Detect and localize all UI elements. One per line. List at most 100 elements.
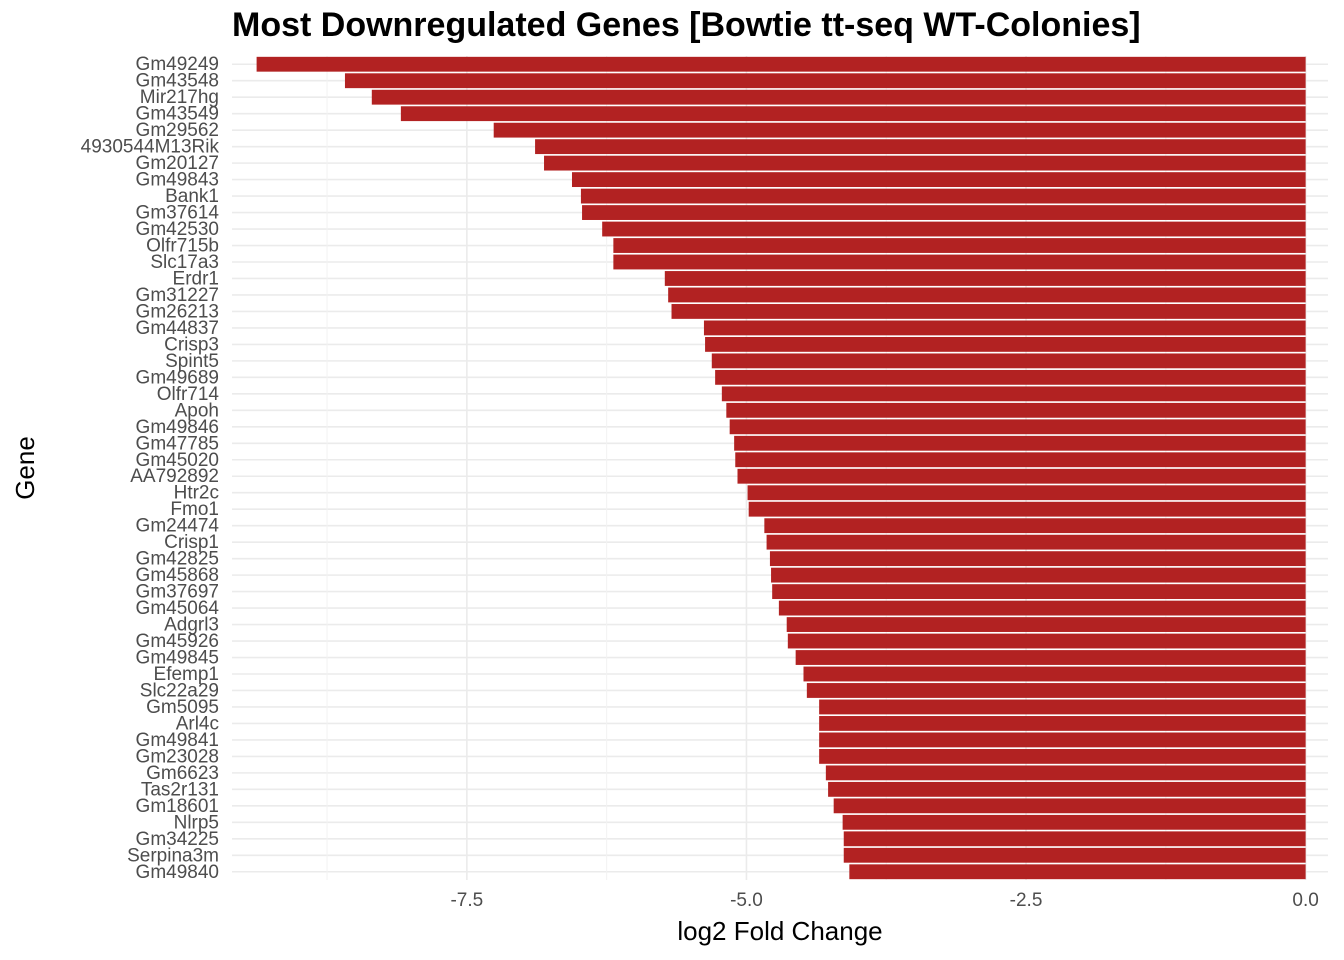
y-tick-label: Gm20127 [136, 153, 219, 174]
bar [711, 353, 1306, 369]
y-tick-label: Olfr714 [157, 384, 220, 405]
y-tick-label: Gm5095 [146, 697, 219, 718]
bar [766, 534, 1306, 550]
bar [828, 781, 1306, 797]
bar [668, 287, 1306, 303]
bar [769, 551, 1306, 567]
bar [819, 732, 1306, 748]
x-tick-label: -5.0 [730, 890, 763, 911]
bar [613, 238, 1306, 253]
bar [602, 221, 1306, 237]
y-tick-label: Gm45926 [136, 631, 219, 652]
y-tick-label: Tas2r131 [141, 779, 219, 800]
y-tick-label: Fmo1 [170, 499, 219, 520]
y-axis-title: Gene [10, 436, 40, 500]
y-tick-label: Bank1 [165, 186, 219, 207]
y-tick-label: Gm49845 [136, 648, 219, 669]
y-tick-label: Serpina3m [127, 845, 219, 866]
x-tick-label: -2.5 [1010, 890, 1043, 911]
bar [849, 864, 1306, 880]
y-tick-label: Gm42530 [136, 219, 219, 240]
bar [344, 73, 1306, 89]
bar [787, 633, 1306, 649]
bar [256, 56, 1306, 72]
y-tick-label: Slc17a3 [150, 252, 219, 273]
x-tick-label: 0.0 [1292, 890, 1318, 911]
y-tick-label: Gm29562 [136, 120, 219, 141]
y-tick-label: Gm49840 [136, 862, 219, 883]
bar [671, 304, 1306, 319]
bar [843, 847, 1306, 863]
y-tick-label: Gm45064 [136, 598, 220, 619]
bar [771, 567, 1306, 583]
bar [772, 584, 1306, 600]
x-axis-title: log2 Fold Change [677, 916, 882, 946]
y-tick-label: Gm44837 [136, 318, 219, 339]
bar [664, 271, 1306, 286]
bar [795, 650, 1306, 665]
bar [571, 172, 1306, 188]
y-tick-label: Crisp1 [164, 532, 219, 553]
y-tick-label: Adgrl3 [164, 615, 219, 636]
y-tick-label: Spint5 [165, 351, 219, 372]
y-tick-label: Gm45020 [136, 450, 219, 471]
x-tick-layer: -7.5 -5.0 -2.5 0.0 [450, 890, 1318, 911]
bar [703, 320, 1306, 336]
bar [748, 501, 1306, 517]
bar [371, 89, 1306, 105]
bar [582, 205, 1306, 220]
y-tick-label: Gm47785 [136, 433, 219, 454]
chart-title: Most Downregulated Genes [Bowtie tt-seq … [232, 6, 1141, 44]
bar [747, 485, 1306, 501]
bar [493, 122, 1306, 138]
y-tick-label: Gm49841 [136, 730, 219, 751]
y-tick-label: Gm23028 [136, 746, 219, 767]
bar [819, 716, 1306, 731]
y-tick-label: Gm42825 [136, 549, 219, 570]
y-tick-label: Gm49249 [136, 54, 219, 75]
bar [786, 617, 1306, 632]
bar [806, 683, 1306, 698]
y-tick-label: Gm24474 [136, 516, 220, 537]
bar [400, 106, 1306, 122]
bar [715, 369, 1306, 385]
y-tick-label: Gm37614 [136, 203, 220, 224]
bar [778, 600, 1306, 616]
y-tick-label: Apoh [175, 400, 219, 421]
y-tick-label: 4930544M13Rik [81, 137, 220, 158]
bar [721, 386, 1306, 402]
bar [535, 139, 1306, 155]
y-tick-label: Htr2c [174, 483, 219, 504]
y-tick-label: Gm6623 [146, 763, 219, 784]
y-tick-layer: Gm49249Gm43548Mir217hgGm43549Gm295624930… [81, 54, 220, 883]
bar-layer [256, 56, 1306, 880]
y-tick-label: Gm49689 [136, 367, 219, 388]
y-tick-label: Gm34225 [136, 829, 219, 850]
bar [819, 699, 1306, 715]
y-tick-label: Gm31227 [136, 285, 219, 306]
y-tick-label: Gm26213 [136, 301, 219, 322]
y-tick-label: Gm18601 [136, 796, 219, 817]
bar [737, 468, 1306, 484]
y-tick-label: Arl4c [176, 713, 219, 734]
y-tick-label: Gm43548 [136, 71, 219, 92]
y-tick-label: Nlrp5 [174, 812, 219, 833]
y-tick-label: Mir217hg [140, 87, 219, 108]
y-tick-label: Efemp1 [154, 664, 219, 685]
y-tick-label: Gm49846 [136, 417, 219, 438]
y-tick-label: Gm45868 [136, 565, 219, 586]
bar [803, 666, 1306, 682]
bar [580, 188, 1306, 204]
bar [726, 402, 1306, 418]
bar [843, 831, 1306, 847]
y-tick-label: Crisp3 [164, 334, 219, 355]
y-tick-label: AA792892 [130, 466, 219, 487]
y-tick-label: Slc22a29 [140, 680, 219, 701]
y-tick-label: Gm43549 [136, 104, 219, 125]
bar [705, 336, 1306, 352]
bar [819, 748, 1306, 764]
y-tick-label: Gm37697 [136, 582, 219, 603]
bar [833, 798, 1306, 814]
